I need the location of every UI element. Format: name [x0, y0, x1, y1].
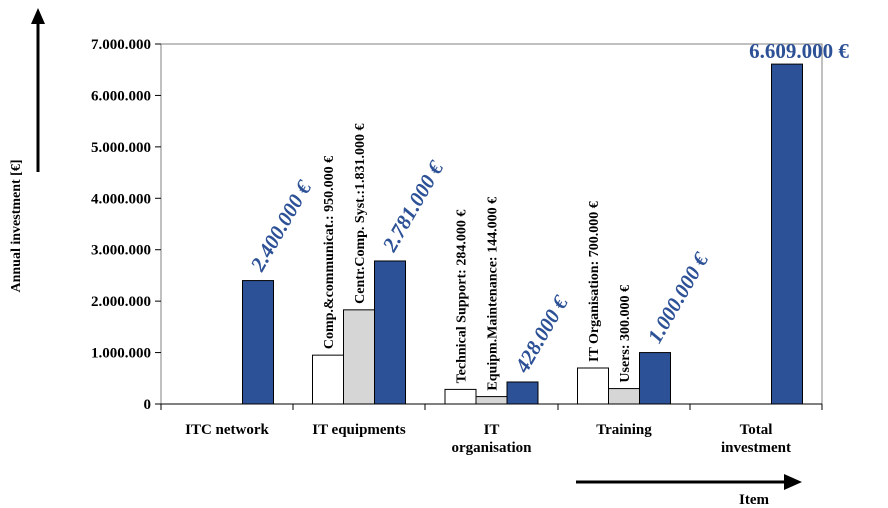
- component-bar-grey: [343, 309, 375, 405]
- category-label: organisation: [451, 440, 532, 456]
- y-tick-label: 1.000.000: [91, 346, 151, 362]
- component-label: IT Organisation: 700.000 €: [587, 201, 602, 362]
- component-bar-grey: [608, 388, 640, 405]
- component-bar-grey: [475, 396, 508, 405]
- x-axis-arrow-icon: [576, 474, 802, 490]
- component-label: Technical Support: 284.000 €: [455, 210, 470, 384]
- category-label: IT: [484, 422, 500, 438]
- y-axis-arrow-icon: [31, 8, 45, 172]
- category-label: ITC network: [185, 422, 269, 438]
- y-tick-label: 6.000.000: [91, 88, 151, 104]
- y-tick-label: 7.000.000: [91, 37, 151, 53]
- total-value-label: 2.400.000 €: [245, 175, 317, 276]
- total-bar: [506, 381, 539, 405]
- total-bar: [639, 352, 671, 405]
- bar-labels: 2.400.000 € Comp.&communicat.: 950.000 € C…: [245, 39, 849, 390]
- x-axis-label: Item: [739, 492, 769, 508]
- total-bar: [374, 260, 406, 405]
- total-bar: [242, 280, 274, 405]
- total-value-label: 1.000.000 €: [643, 247, 714, 347]
- component-label: Users: 300.000 €: [618, 285, 633, 383]
- y-tick-label: 5.000.000: [91, 140, 151, 156]
- category-label: investment: [721, 440, 791, 456]
- category-labels: ITC network IT equipments IT organisation Tr…: [185, 422, 791, 456]
- y-tick-label: 3.000.000: [91, 243, 151, 259]
- category-label: Training: [596, 422, 652, 438]
- total-value-label: 2.781.000 €: [377, 156, 449, 257]
- y-tick-label: 0: [144, 397, 152, 413]
- component-label: Centr.Comp. Syst.:1.831.000 €: [353, 124, 368, 304]
- y-tick-label: 4.000.000: [91, 191, 151, 207]
- y-tick-label: 2.000.000: [91, 294, 151, 310]
- component-label: Equipm.Maintenance: 144.000 €: [486, 197, 501, 391]
- bar-series: [242, 63, 803, 405]
- total-value-label: 428.000 €: [510, 290, 574, 377]
- component-bar-white: [312, 354, 344, 405]
- y-axis-label: Annual investment [€]: [9, 159, 24, 292]
- component-bar-white: [444, 388, 477, 405]
- category-label: IT equipments: [312, 422, 406, 438]
- grand-total-label: 6.609.000 €: [749, 39, 849, 63]
- component-bar-white: [577, 367, 609, 405]
- component-label: Comp.&communicat.: 950.000 €: [322, 156, 337, 349]
- total-bar: [771, 63, 803, 405]
- category-label: Total: [740, 422, 773, 438]
